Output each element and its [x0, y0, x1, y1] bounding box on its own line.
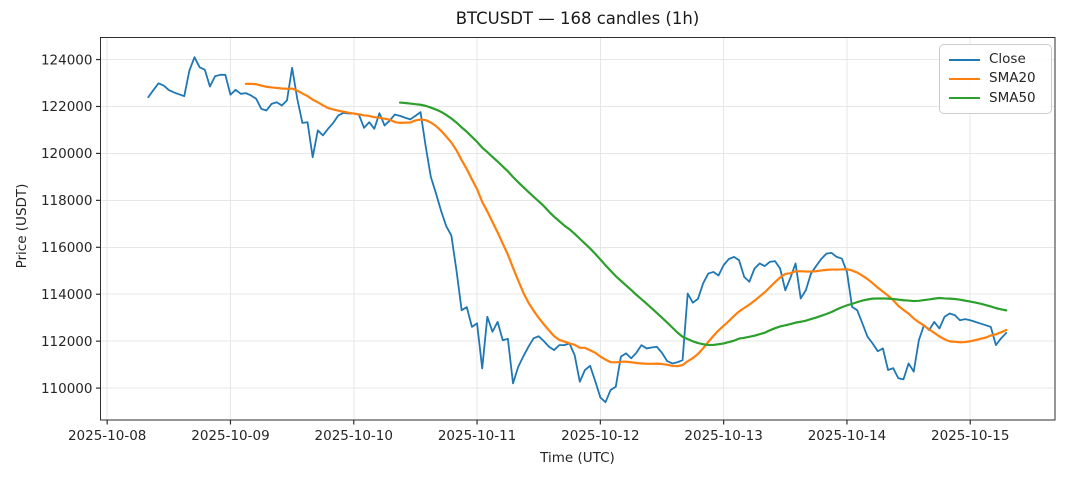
svg-text:2025-10-08: 2025-10-08: [68, 428, 146, 444]
legend-item-sma20: SMA20: [949, 72, 1042, 86]
svg-text:2025-10-14: 2025-10-14: [808, 428, 886, 444]
svg-text:124000: 124000: [41, 52, 93, 68]
svg-text:122000: 122000: [41, 99, 93, 115]
legend: Close SMA20 SMA50: [939, 44, 1052, 114]
svg-text:118000: 118000: [41, 193, 93, 209]
legend-label-sma50: SMA50: [989, 89, 1036, 106]
svg-text:116000: 116000: [41, 240, 93, 256]
legend-swatch-sma50: [949, 97, 980, 100]
svg-text:2025-10-09: 2025-10-09: [191, 428, 269, 444]
svg-text:120000: 120000: [41, 146, 93, 162]
svg-text:2025-10-10: 2025-10-10: [315, 428, 393, 444]
legend-item-close: Close: [949, 50, 1042, 67]
legend-swatch-sma20: [949, 77, 980, 80]
svg-text:114000: 114000: [41, 287, 93, 303]
y-axis-label: Price (USDT): [14, 183, 30, 269]
x-axis-label: Time (UTC): [540, 450, 615, 466]
svg-text:2025-10-13: 2025-10-13: [684, 428, 762, 444]
legend-item-sma50: SMA50: [949, 89, 1042, 106]
svg-text:2025-10-15: 2025-10-15: [931, 428, 1009, 444]
svg-text:2025-10-11: 2025-10-11: [438, 428, 516, 444]
svg-text:110000: 110000: [41, 381, 93, 397]
chart-title: BTCUSDT — 168 candles (1h): [455, 9, 700, 28]
legend-label-close: Close: [989, 50, 1026, 67]
svg-text:2025-10-12: 2025-10-12: [561, 428, 639, 444]
legend-label-sma20: SMA20: [989, 70, 1036, 87]
legend-swatch-close: [949, 58, 980, 61]
svg-text:112000: 112000: [41, 334, 93, 350]
